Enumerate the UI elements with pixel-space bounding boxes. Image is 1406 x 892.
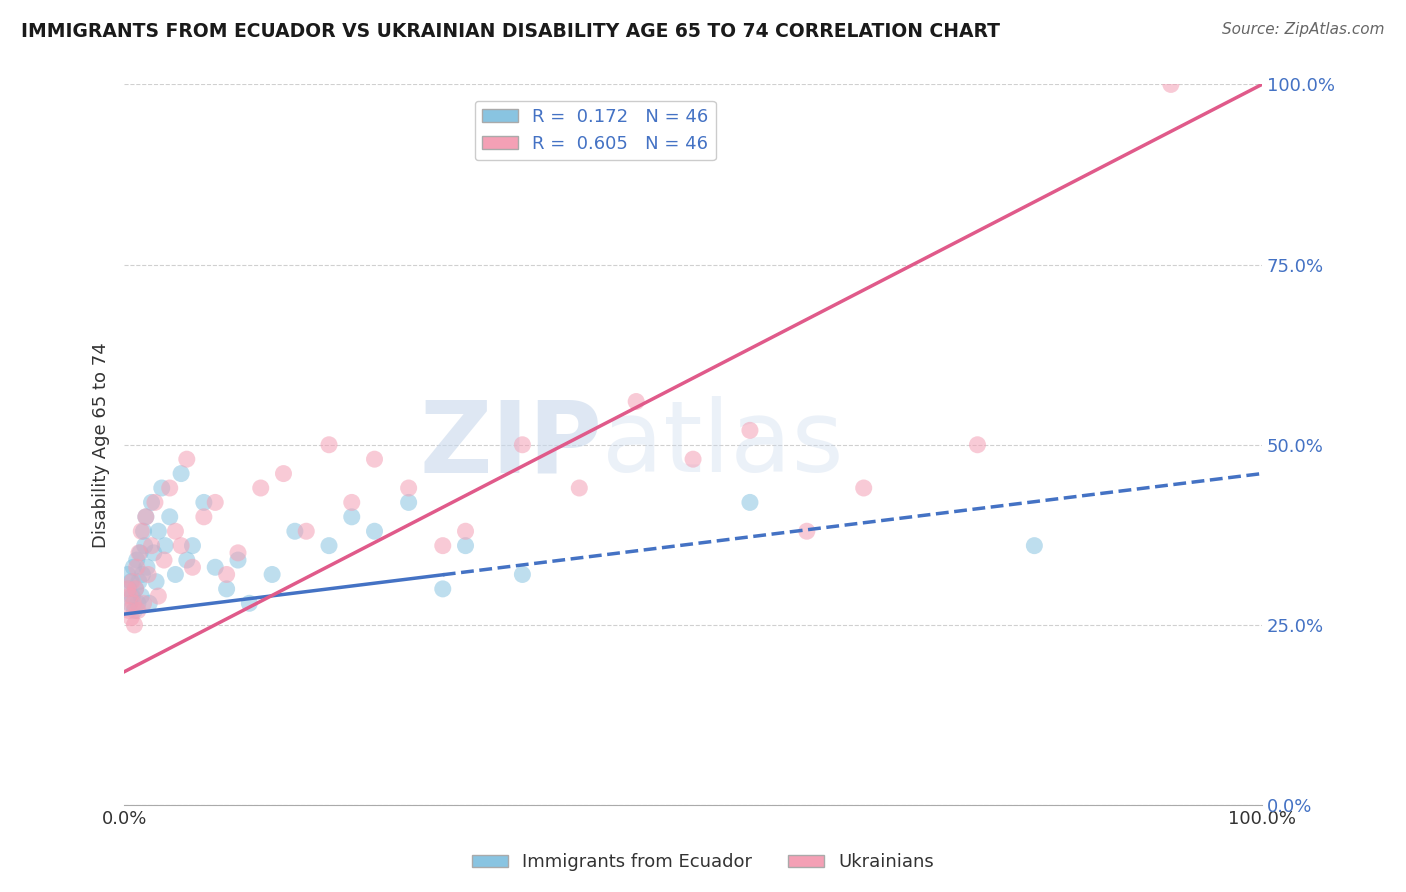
Point: [215, 567, 238, 582]
Point: [153, 553, 176, 567]
Point: [176, 553, 198, 567]
Point: [122, 560, 145, 574]
Point: [165, 524, 187, 539]
Point: [117, 582, 139, 596]
Point: [118, 603, 141, 617]
Point: [432, 539, 454, 553]
Point: [124, 618, 146, 632]
Point: [135, 509, 157, 524]
Point: [204, 560, 226, 574]
Point: [124, 582, 146, 596]
Point: [193, 509, 215, 524]
Point: [136, 560, 159, 574]
Point: [181, 539, 204, 553]
Point: [141, 539, 163, 553]
Point: [454, 539, 477, 553]
Point: [318, 438, 340, 452]
Point: [141, 495, 163, 509]
Point: [738, 423, 761, 437]
Point: [363, 452, 385, 467]
Point: [165, 567, 187, 582]
Point: [181, 560, 204, 574]
Point: [124, 603, 146, 617]
Point: [145, 574, 167, 589]
Point: [170, 539, 193, 553]
Point: [1024, 539, 1046, 553]
Point: [121, 589, 143, 603]
Point: [170, 467, 193, 481]
Point: [153, 539, 176, 553]
Point: [624, 394, 647, 409]
Point: [127, 603, 149, 617]
Point: [142, 546, 165, 560]
Point: [454, 524, 477, 539]
Point: [215, 582, 238, 596]
Point: [273, 467, 295, 481]
Point: [398, 481, 420, 495]
Point: [117, 567, 139, 582]
Point: [124, 582, 146, 596]
Point: [1160, 78, 1182, 92]
Point: [129, 524, 152, 539]
Text: IMMIGRANTS FROM ECUADOR VS UKRAINIAN DISABILITY AGE 65 TO 74 CORRELATION CHART: IMMIGRANTS FROM ECUADOR VS UKRAINIAN DIS…: [21, 22, 1000, 41]
Point: [796, 524, 818, 539]
Point: [127, 596, 149, 610]
Point: [135, 509, 157, 524]
Point: [176, 452, 198, 467]
Point: [132, 524, 155, 539]
Point: [682, 452, 704, 467]
Point: [262, 567, 284, 582]
Point: [118, 582, 141, 596]
Point: [512, 567, 534, 582]
Text: Source: ZipAtlas.com: Source: ZipAtlas.com: [1222, 22, 1385, 37]
Point: [204, 495, 226, 509]
Point: [120, 611, 142, 625]
Text: atlas: atlas: [602, 396, 844, 493]
Point: [148, 589, 170, 603]
Point: [249, 481, 271, 495]
Point: [125, 560, 148, 574]
Point: [128, 546, 150, 560]
Point: [150, 481, 173, 495]
Legend: Immigrants from Ecuador, Ukrainians: Immigrants from Ecuador, Ukrainians: [464, 847, 942, 879]
Point: [143, 495, 166, 509]
Point: [136, 567, 159, 582]
Point: [295, 524, 318, 539]
Point: [738, 495, 761, 509]
Point: [121, 574, 143, 589]
Point: [138, 596, 160, 610]
Point: [340, 509, 363, 524]
Point: [568, 481, 591, 495]
Point: [131, 567, 153, 582]
Point: [226, 546, 249, 560]
Point: [122, 596, 145, 610]
Point: [238, 596, 260, 610]
Point: [340, 495, 363, 509]
Point: [120, 574, 142, 589]
Point: [148, 524, 170, 539]
Point: [432, 582, 454, 596]
Point: [966, 438, 988, 452]
Point: [159, 481, 181, 495]
Point: [226, 553, 249, 567]
Point: [318, 539, 340, 553]
Point: [284, 524, 307, 539]
Point: [512, 438, 534, 452]
Point: [129, 546, 152, 560]
Point: [398, 495, 420, 509]
Point: [129, 589, 152, 603]
Point: [125, 553, 148, 567]
Y-axis label: Disability Age 65 to 74: Disability Age 65 to 74: [93, 342, 110, 548]
Text: ZIP: ZIP: [419, 396, 602, 493]
Legend: R =  0.172   N = 46, R =  0.605   N = 46: R = 0.172 N = 46, R = 0.605 N = 46: [475, 101, 716, 161]
Point: [118, 589, 141, 603]
Point: [118, 596, 141, 610]
Point: [132, 596, 155, 610]
Point: [363, 524, 385, 539]
Point: [193, 495, 215, 509]
Point: [128, 574, 150, 589]
Point: [159, 509, 181, 524]
Point: [134, 539, 156, 553]
Point: [852, 481, 875, 495]
